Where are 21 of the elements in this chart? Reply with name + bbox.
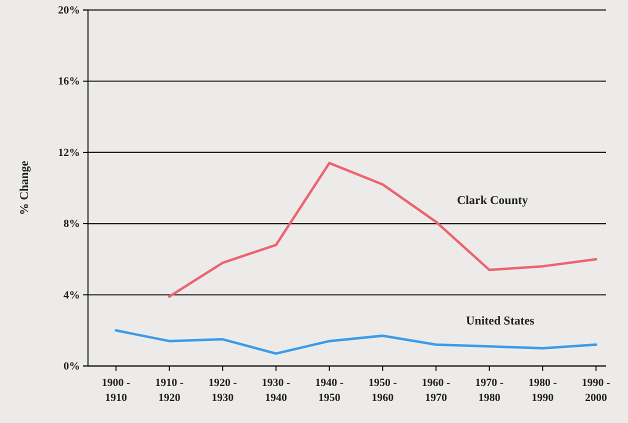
x-tick-label: 1910 - 1920 <box>155 377 184 404</box>
x-tick-label: 1990 - 2000 <box>582 377 611 404</box>
y-tick-label: 0% <box>64 360 80 373</box>
line-series <box>168 162 598 298</box>
line-series <box>114 329 598 355</box>
y-tick-label: 16% <box>58 76 80 88</box>
y-tick-label: 20% <box>58 4 80 17</box>
y-tick-label: 8% <box>64 218 80 230</box>
x-tick-label: 1960 - 1970 <box>422 377 451 404</box>
x-tick-label: 1920 - 1930 <box>208 377 238 404</box>
x-tick-label: 1900 - 1910 <box>102 377 131 404</box>
text: Clark County <box>457 192 528 207</box>
x-tick-label: 1940 - 1950 <box>315 377 344 404</box>
x-tick-label: 1950 - 1960 <box>368 377 398 404</box>
x-tick-label: 1970 - 1980 <box>475 377 504 404</box>
x-tick-label: 1930 - 1940 <box>262 377 291 404</box>
y-axis-title: % Change <box>17 160 31 216</box>
y-tick-label: 12% <box>58 146 80 159</box>
x-tick-label: 1980 - 1990 <box>528 377 558 404</box>
y-tick-label: 4% <box>64 289 80 302</box>
series-label: United States <box>466 314 535 328</box>
